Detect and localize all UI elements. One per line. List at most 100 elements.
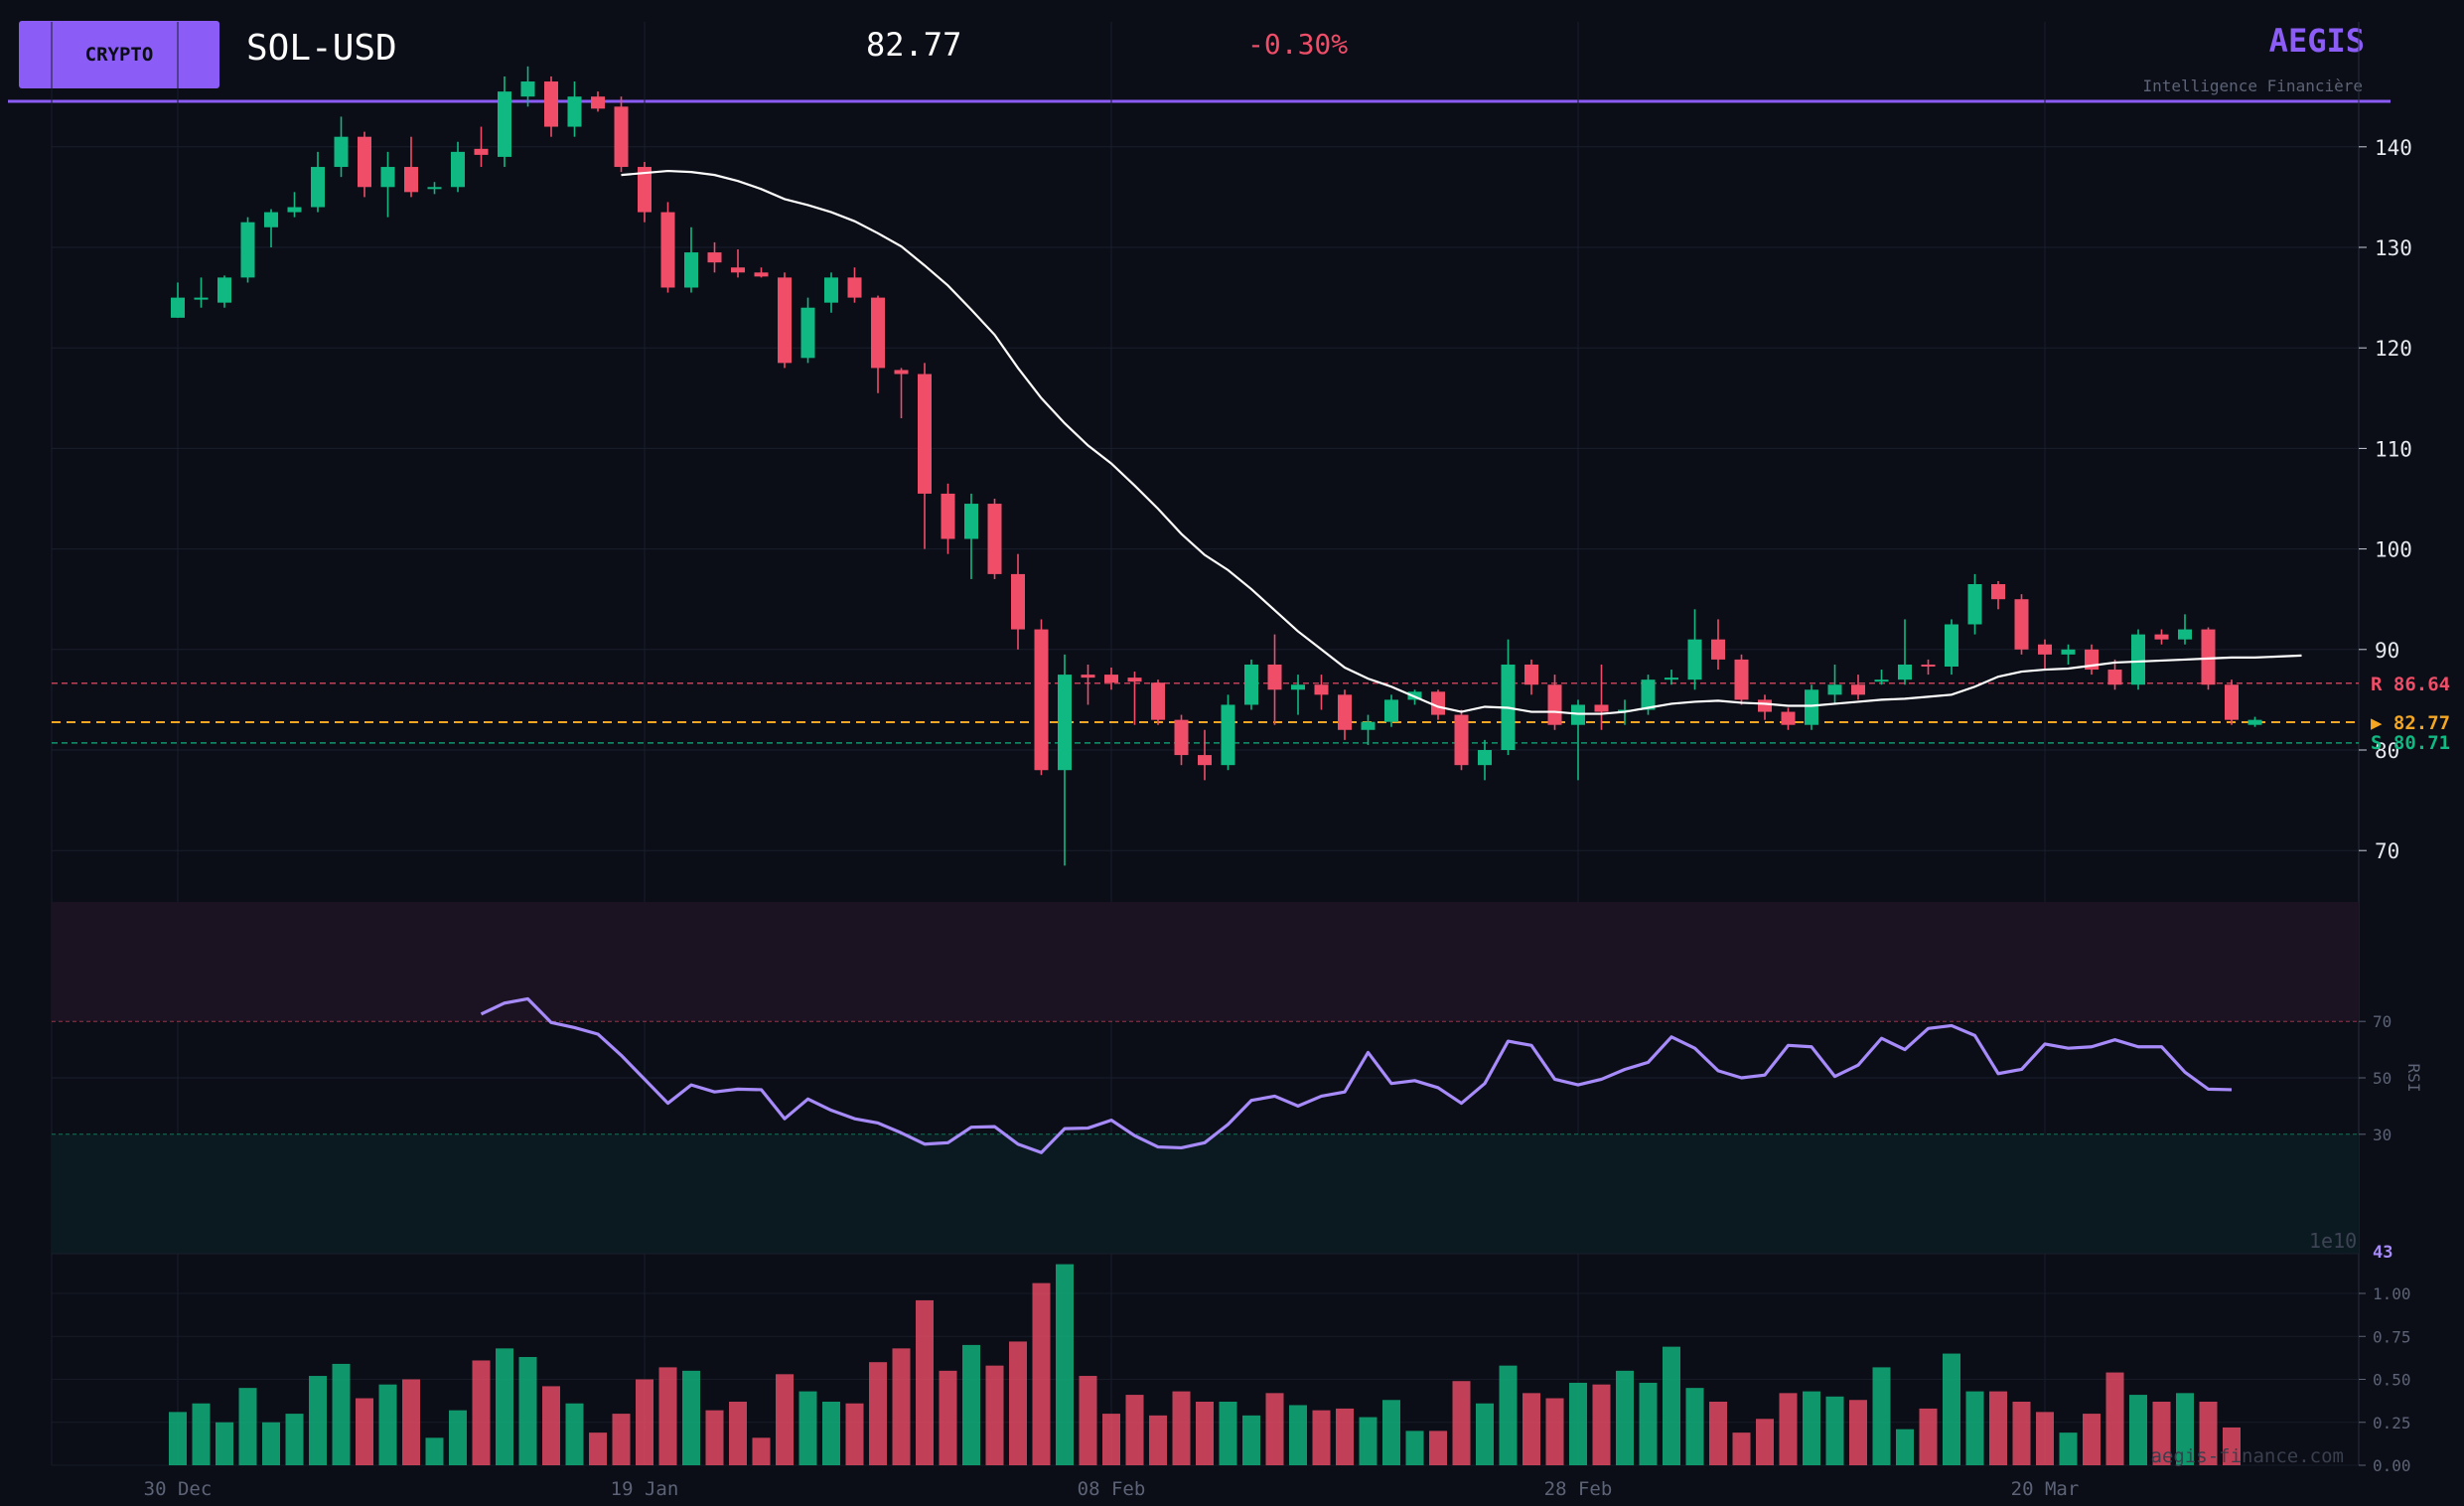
volume-bar: [309, 1376, 327, 1465]
volume-bar: [1219, 1401, 1237, 1465]
volume-bar: [1196, 1401, 1214, 1465]
candle-body: [404, 167, 418, 193]
volume-tick-label: 0.00: [2373, 1456, 2411, 1475]
volume-bar: [1242, 1415, 1260, 1465]
volume-bar: [1732, 1432, 1751, 1465]
volume-tick-label: 0.50: [2373, 1371, 2411, 1390]
volume-bar: [2105, 1372, 2124, 1465]
volume-bar: [798, 1391, 817, 1465]
volume-bar: [192, 1403, 211, 1465]
volume-tick-label: 1.00: [2373, 1284, 2411, 1303]
candle-body: [334, 136, 349, 168]
volume-bar: [1872, 1367, 1891, 1465]
volume-bar: [1943, 1353, 1960, 1465]
candle-body: [2014, 599, 2029, 650]
candle-body: [240, 222, 255, 278]
volume-bar: [1499, 1365, 1518, 1465]
candle-body: [800, 307, 815, 359]
volume-bar: [1756, 1419, 1774, 1465]
rsi-axis-label: RSI: [2404, 1064, 2423, 1093]
candle-body: [451, 151, 465, 188]
resistance-label: R 86.64: [2371, 674, 2450, 695]
volume-bar: [962, 1344, 980, 1465]
price-tick-label: 80: [2375, 739, 2399, 763]
candle-body: [1384, 699, 1398, 722]
candle-body: [1594, 704, 1609, 712]
volume-bar: [1429, 1431, 1447, 1465]
candle-body: [2225, 684, 2239, 720]
volume-bar: [1056, 1264, 1074, 1465]
volume-bar: [1569, 1382, 1587, 1465]
candle-body: [567, 96, 582, 127]
volume-bar: [1102, 1414, 1120, 1465]
volume-bar: [892, 1348, 911, 1465]
volume-bar: [1289, 1405, 1307, 1465]
volume-bar: [285, 1414, 304, 1465]
volume-bar: [1849, 1400, 1867, 1465]
volume-bar: [1896, 1429, 1914, 1465]
candle-body: [1221, 704, 1235, 766]
volume-bar: [1336, 1408, 1354, 1465]
price-change: -0.30%: [1247, 28, 1349, 61]
volume-bar: [658, 1367, 677, 1465]
candle-body: [731, 267, 745, 273]
volume-bar: [518, 1357, 537, 1465]
volume-bar: [1312, 1410, 1331, 1465]
brand-tagline: Intelligence Financière: [2142, 76, 2363, 95]
candle-body: [358, 136, 371, 188]
volume-bar: [2199, 1401, 2218, 1465]
volume-bar: [2152, 1401, 2171, 1465]
last-price: 82.77: [866, 26, 962, 64]
volume-bar: [1616, 1370, 1634, 1465]
candle-body: [1687, 639, 1702, 680]
candle-body: [287, 207, 302, 213]
candle-body: [1758, 699, 1772, 712]
volume-bar: [1265, 1393, 1284, 1465]
candle-body: [1898, 664, 1912, 680]
candle-body: [2061, 649, 2076, 655]
volume-bar: [1965, 1391, 1984, 1465]
candle-body: [1361, 721, 1376, 730]
volume-bar: [682, 1370, 700, 1465]
volume-bar: [1172, 1391, 1191, 1465]
volume-bar: [1359, 1417, 1377, 1465]
candle-body: [1081, 675, 1095, 678]
volume-bar: [939, 1370, 957, 1465]
volume-bar: [378, 1384, 397, 1465]
volume-bar: [636, 1379, 653, 1465]
volume-bar: [752, 1437, 771, 1465]
candle-body: [824, 277, 838, 303]
candle-body: [894, 370, 909, 375]
volume-bar: [985, 1365, 1004, 1465]
volume-bar: [1592, 1384, 1611, 1465]
candle-body: [1945, 624, 1958, 668]
candle-body: [941, 493, 955, 539]
volume-bar: [705, 1410, 724, 1465]
volume-bar: [449, 1410, 467, 1465]
volume-bar: [869, 1362, 887, 1465]
volume-bar: [2129, 1395, 2147, 1465]
candle-body: [1781, 711, 1796, 725]
candle-body: [1478, 750, 1492, 766]
volume-bar: [1545, 1398, 1564, 1465]
candle-body: [1198, 755, 1212, 766]
candle-body: [474, 148, 489, 155]
price-tick-label: 90: [2375, 639, 2399, 663]
x-tick-label: 08 Feb: [1078, 1478, 1146, 1500]
candle-body: [1641, 679, 1656, 710]
volume-bar: [1032, 1282, 1051, 1465]
candle-body: [964, 504, 978, 539]
candle-body: [778, 277, 792, 364]
candle-body: [2154, 634, 2169, 640]
volume-bar: [1382, 1400, 1400, 1465]
candle-body: [1665, 678, 1678, 680]
candle-body: [638, 167, 652, 213]
volume-bar: [2012, 1401, 2031, 1465]
candle-body: [2131, 634, 2145, 685]
volume-bar: [565, 1403, 584, 1465]
volume-bar: [1079, 1376, 1097, 1465]
brand-logo: AEGIS: [2268, 22, 2365, 60]
volume-bar: [1405, 1431, 1424, 1465]
candle-body: [918, 374, 932, 494]
